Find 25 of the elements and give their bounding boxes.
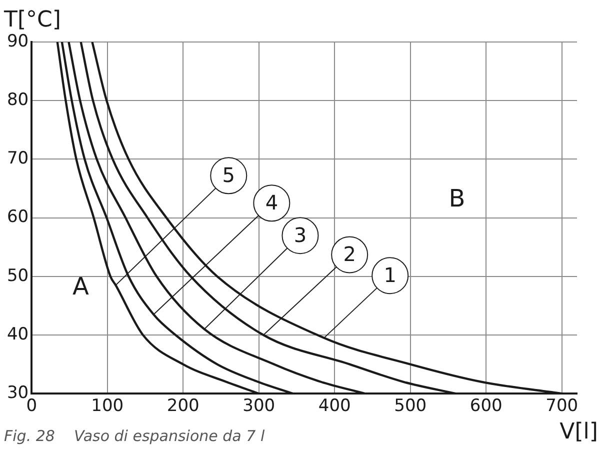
x-axis-title: V[l] — [560, 419, 598, 444]
text: 1 — [384, 262, 396, 287]
caption: Fig. 28 Vaso di espansione da 7 l — [4, 426, 266, 445]
y-tick-label: 60 — [6, 207, 29, 228]
x-tick-label: 400 — [318, 396, 351, 416]
x-tick-label: 300 — [242, 396, 276, 416]
y-tick-label: 40 — [6, 324, 29, 344]
text: 5 — [222, 162, 235, 187]
x-tick-label: 500 — [394, 396, 427, 416]
y-tick-label: 90 — [6, 31, 29, 52]
annotation: A — [72, 272, 90, 300]
x-tick-label: 700 — [546, 396, 578, 416]
y-tick-label: 30 — [6, 383, 29, 404]
x-tick-label: 100 — [91, 396, 124, 416]
x-tick-label: 600 — [470, 396, 502, 416]
text: 3 — [294, 222, 307, 247]
text: 2 — [343, 242, 356, 266]
y-tick-label: 50 — [6, 266, 29, 286]
y-axis-title: T[°C] — [3, 8, 61, 33]
annotation: B — [448, 184, 466, 212]
y-tick-label: 70 — [6, 148, 29, 169]
y-tick-label: 80 — [6, 90, 29, 110]
x-tick-label: 200 — [166, 396, 200, 416]
text: 4 — [265, 190, 278, 214]
x-tick-label: 0 — [26, 396, 38, 416]
